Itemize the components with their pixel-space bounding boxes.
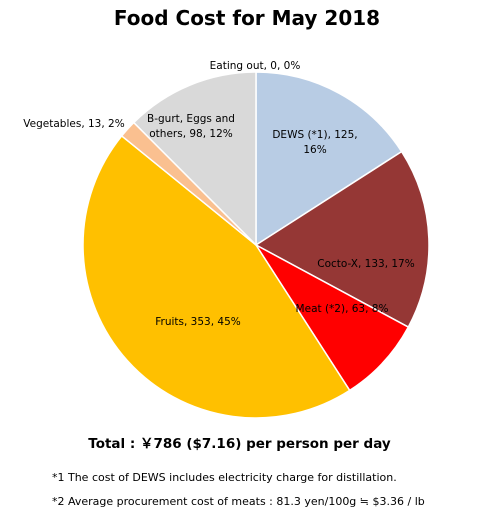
slice-label-b-gurt-eggs-and-others: B-gurt, Eggs and others, 98, 12%	[147, 113, 235, 140]
chart-title: Food Cost for May 2018	[114, 6, 380, 30]
footnote-meat: *2 Average procurement cost of meats : 8…	[52, 495, 425, 508]
slice-label-fruits: Fruits, 353, 45%	[155, 316, 241, 328]
pie-chart: Food Cost for May 2018 Eating out, 0, 0%…	[23, 6, 430, 419]
slice-label-vegetables: Vegetables, 13, 2%	[23, 118, 124, 130]
slice-labels: Eating out, 0, 0% DEWS (*1), 125, 16% Cocto…	[23, 60, 414, 328]
slice-label-meat-2: Meat (*2), 63, 8%	[296, 303, 389, 315]
footnote-dews: *1 The cost of DEWS includes electricity…	[52, 471, 397, 484]
slice-label-eating-out: Eating out, 0, 0%	[210, 60, 301, 72]
slice-label-cocto-x: Cocto-X, 133, 17%	[317, 258, 414, 270]
total-cost: Total : ￥786 ($7.16) per person per day	[88, 436, 391, 452]
pie-slice-fruits	[82, 134, 351, 419]
pie-slice-cocto-x	[254, 150, 430, 329]
pie-slices	[82, 71, 430, 419]
slice-label-dews-1: DEWS (*1), 125, 16%	[272, 129, 357, 156]
pie-slice-dews-1	[255, 71, 403, 247]
pie-slice-b-gurt-eggs-and-others	[132, 71, 257, 247]
